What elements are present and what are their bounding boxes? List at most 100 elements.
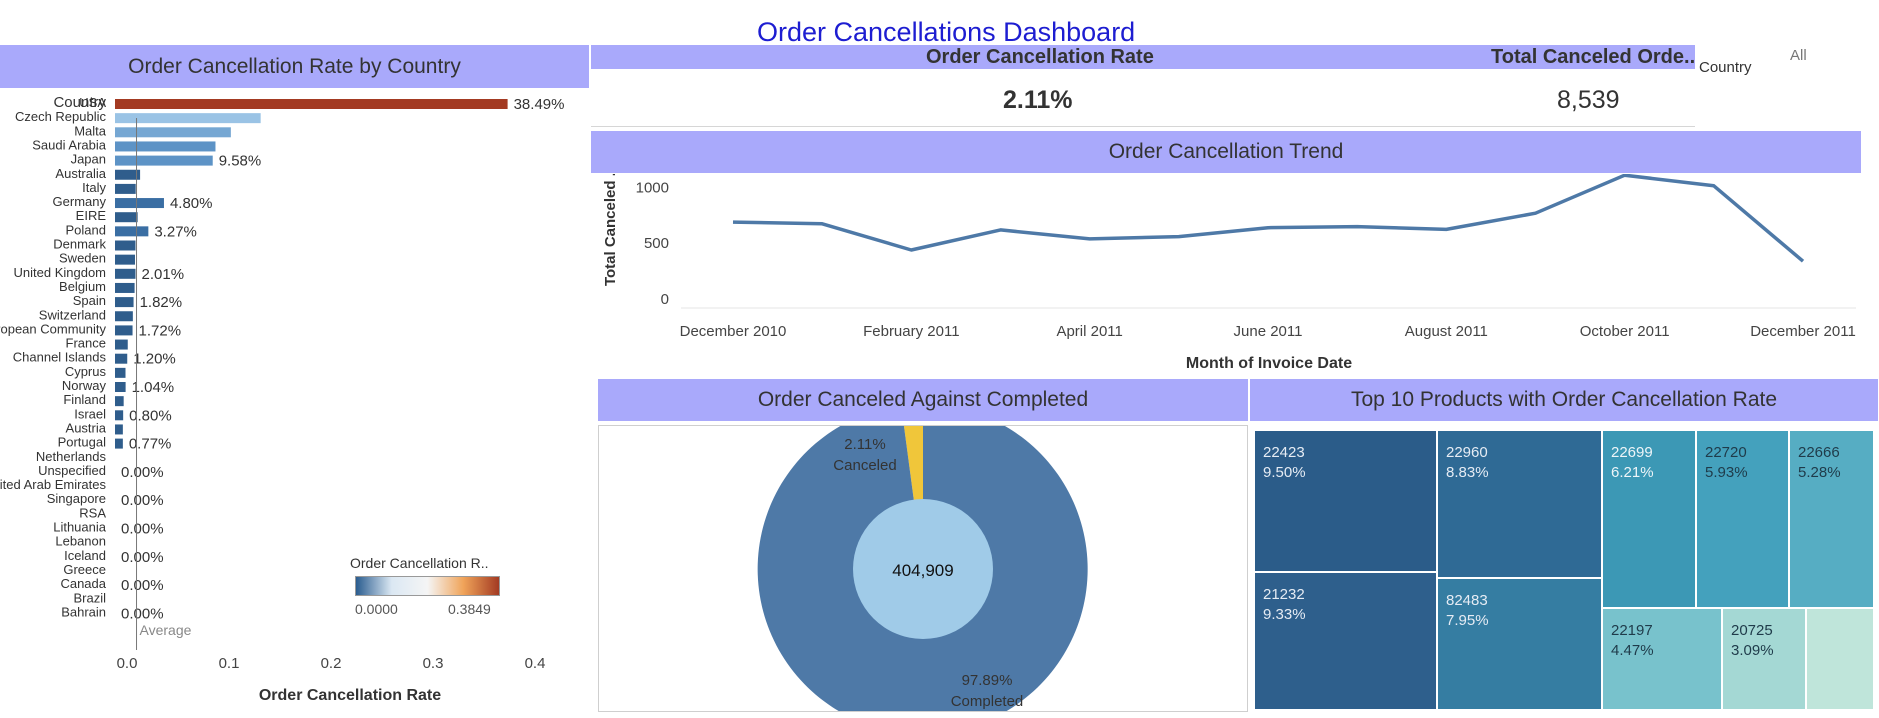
country-label: United Kingdom: [14, 265, 107, 280]
treemap-cell-82483[interactable]: 82483 7.95%: [1437, 578, 1602, 710]
kpi-total-title: Total Canceled Orde..: [1491, 46, 1696, 68]
country-label: Italy: [82, 180, 106, 195]
country-bar[interactable]: [115, 297, 134, 308]
trend-x-tick: February 2011: [863, 323, 959, 340]
treemap-cell-22197[interactable]: 22197 4.47%: [1602, 608, 1722, 710]
trend-y-axis-title: Total Canceled ..: [602, 174, 619, 286]
country-bar[interactable]: [115, 240, 136, 251]
treemap-cell-code: 22666: [1798, 444, 1840, 461]
country-bar[interactable]: [115, 325, 133, 336]
country-label: Finland: [63, 392, 106, 407]
country-x-axis-title: Order Cancellation Rate: [259, 687, 441, 704]
pie-center-circle: [853, 499, 993, 639]
country-bar[interactable]: [115, 198, 164, 209]
trend-line[interactable]: [732, 174, 1805, 263]
country-filter-label: Country: [1699, 59, 1752, 76]
country-label: Singapore: [47, 491, 106, 506]
kpi-divider: [591, 126, 1695, 127]
pie-canceled-label: Canceled: [833, 457, 896, 474]
country-bar[interactable]: [115, 99, 508, 109]
treemap-cell-code: 82483: [1446, 592, 1488, 609]
country-bar[interactable]: [115, 254, 135, 265]
country-bar-value: 0.00%: [121, 605, 164, 622]
pie-chart-title: Order Canceled Against Completed: [598, 379, 1248, 421]
country-bar[interactable]: [115, 438, 123, 449]
country-label: Lebanon: [55, 534, 106, 549]
kpi-header-band: [591, 45, 1695, 69]
country-label: Brazil: [73, 590, 106, 605]
country-bar-value: 3.27%: [154, 223, 197, 240]
country-bar[interactable]: [115, 155, 213, 166]
pie-chart-title-text: Order Canceled Against Completed: [757, 388, 1089, 411]
country-label: Switzerland: [39, 307, 106, 322]
country-bar[interactable]: [115, 268, 136, 279]
pie-canceled-pct: 2.11%: [844, 436, 885, 453]
country-filter-dropdown[interactable]: All: [1790, 47, 1807, 64]
country-bar[interactable]: [115, 396, 124, 407]
country-bar[interactable]: [115, 226, 149, 237]
country-bar[interactable]: [115, 311, 133, 322]
country-bar[interactable]: [115, 382, 126, 392]
country-bar-value: 0.00%: [121, 577, 164, 594]
trend-chart-title: Order Cancellation Trend: [591, 131, 1861, 173]
average-reference-label: Average: [140, 622, 192, 638]
country-bar-value: 38.49%: [514, 96, 565, 113]
treemap-cell-code: 22699: [1611, 444, 1653, 461]
country-bar[interactable]: [115, 113, 261, 124]
country-bar-value: 1.20%: [133, 351, 176, 368]
country-bar[interactable]: [115, 410, 124, 421]
country-label: Canada: [60, 576, 106, 591]
country-bar-value: 0.77%: [129, 436, 172, 453]
country-label: Austria: [66, 420, 107, 435]
trend-x-tick: October 2011: [1580, 323, 1670, 340]
treemap-cell-code: 21232: [1263, 586, 1305, 603]
trend-x-tick: August 2011: [1405, 323, 1488, 340]
country-bar[interactable]: [115, 169, 141, 180]
kpi-rate-title: Order Cancellation Rate: [926, 46, 1154, 68]
country-x-tick: 0.4: [525, 655, 546, 672]
country-bar-value: 9.58%: [219, 153, 262, 170]
treemap-cell-code: 22423: [1263, 444, 1305, 461]
pie-center-value: 404,909: [892, 561, 953, 580]
country-bar[interactable]: [115, 127, 231, 138]
country-bar[interactable]: [115, 183, 136, 194]
country-label: Channel Islands: [13, 350, 107, 365]
country-bar-value: 0.00%: [121, 549, 164, 566]
trend-x-tick: December 2010: [680, 323, 787, 340]
country-bar[interactable]: [115, 353, 128, 364]
country-bar[interactable]: [115, 367, 126, 378]
dashboard-title: Order Cancellations Dashboard: [757, 17, 1136, 47]
treemap: 22423 9.50% 21232 9.33% 22960 8.83% 8248…: [1254, 430, 1874, 710]
treemap-cell-22423[interactable]: 22423 9.50%: [1254, 430, 1437, 572]
kpi-rate-value: 2.11%: [1003, 86, 1073, 114]
country-x-tick: 0.3: [423, 655, 444, 672]
trend-chart-title-text: Order Cancellation Trend: [1108, 140, 1344, 163]
treemap-cell-21232[interactable]: 21232 9.33%: [1254, 572, 1437, 710]
color-legend-title: Order Cancellation R..: [350, 555, 489, 571]
country-label: USA: [79, 95, 106, 110]
treemap-cell-20725[interactable]: 20725 3.09%: [1722, 608, 1806, 710]
treemap-cell-22720[interactable]: 22720 5.93%: [1696, 430, 1789, 608]
country-chart-title: Order Cancellation Rate by Country: [0, 45, 589, 88]
treemap-cell-code: 22960: [1446, 444, 1488, 461]
country-label: Portugal: [58, 435, 107, 450]
treemap-cell-rate: 8.83%: [1446, 464, 1489, 481]
kpi-total-value: 8,539: [1557, 86, 1620, 114]
treemap-cell-22699[interactable]: 22699 6.21%: [1602, 430, 1696, 608]
country-bar-value: 0.00%: [121, 492, 164, 509]
country-bar[interactable]: [115, 282, 135, 293]
country-bar[interactable]: [115, 212, 138, 223]
country-bar[interactable]: [115, 141, 216, 152]
country-label: Czech Republic: [15, 109, 107, 124]
treemap-cell-22960[interactable]: 22960 8.83%: [1437, 430, 1602, 578]
country-label: Israel: [74, 406, 106, 421]
country-bar[interactable]: [115, 339, 128, 350]
treemap-cell-unlabeled[interactable]: [1806, 608, 1874, 710]
color-legend-max: 0.3849: [448, 601, 491, 617]
treemap-title: Top 10 Products with Order Cancellation …: [1250, 379, 1878, 421]
treemap-cell-22666[interactable]: 22666 5.28%: [1789, 430, 1874, 608]
country-label: Poland: [66, 222, 106, 237]
country-label: Japan: [71, 152, 106, 167]
country-label: RSA: [79, 505, 106, 520]
country-bar[interactable]: [115, 424, 123, 435]
